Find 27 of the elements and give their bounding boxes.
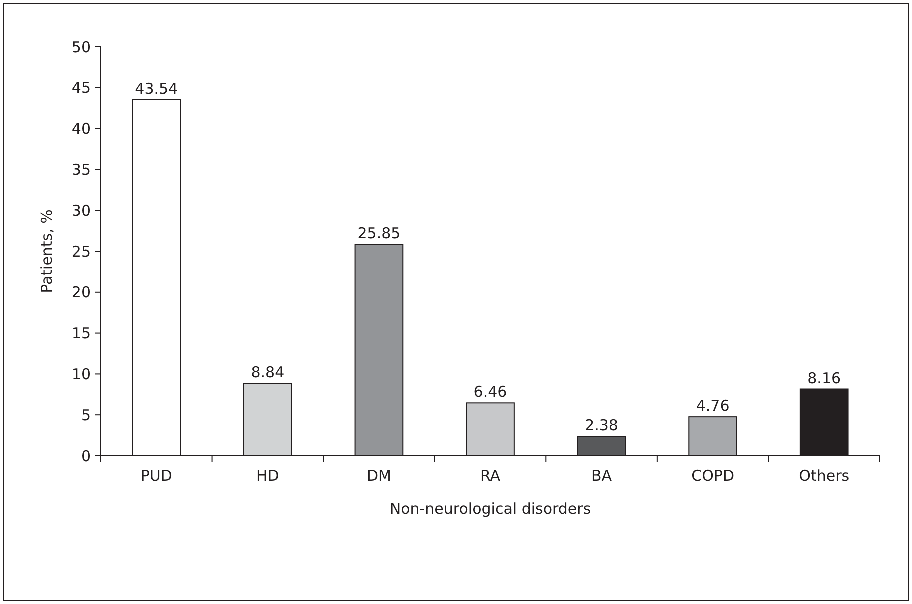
data-label: 25.85 (358, 224, 401, 243)
x-tick-label: BA (592, 467, 613, 485)
y-tick-label: 30 (72, 202, 91, 220)
data-label: 8.84 (251, 364, 285, 382)
y-tick-label: 15 (72, 324, 91, 343)
x-tick-label: RA (480, 467, 502, 485)
data-label: 43.54 (135, 80, 178, 98)
x-tick-label: COPD (692, 467, 735, 485)
y-tick-label: 45 (72, 79, 91, 98)
y-axis-title: Patients, % (38, 210, 56, 294)
x-axis-title: Non-neurological disorders (390, 500, 592, 518)
x-tick-label: HD (256, 467, 280, 485)
y-tick-label: 20 (72, 284, 91, 302)
x-tick-label: DM (366, 467, 392, 485)
data-label: 2.38 (585, 416, 618, 435)
data-label: 8.16 (808, 369, 842, 388)
y-tick-label: 5 (81, 406, 91, 424)
y-tick-label: 40 (72, 120, 91, 138)
x-tick-label: PUD (140, 467, 172, 485)
y-tick-label: 50 (72, 38, 91, 56)
x-tick-label: Others (799, 467, 850, 485)
y-tick-label: 0 (81, 447, 91, 466)
y-tick-label: 10 (72, 365, 91, 384)
y-tick-label: 25 (72, 242, 91, 261)
y-tick-label: 35 (72, 160, 91, 179)
data-label: 4.76 (696, 397, 730, 416)
data-label: 6.46 (474, 383, 508, 402)
